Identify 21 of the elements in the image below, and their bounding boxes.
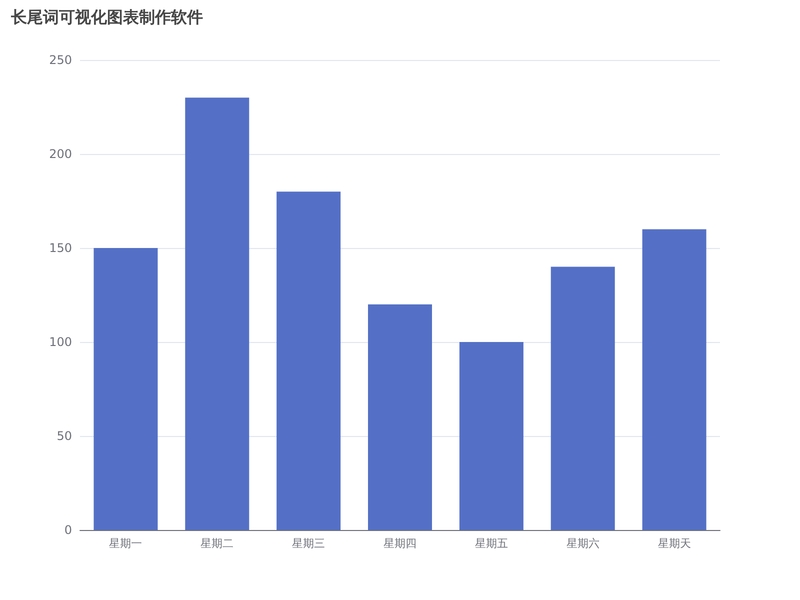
x-tick-label: 星期一 bbox=[109, 537, 142, 550]
y-tick-label: 50 bbox=[56, 429, 72, 443]
x-tick-label: 星期四 bbox=[384, 537, 416, 550]
bar bbox=[276, 192, 341, 530]
chart-title: 长尾词可视化图表制作软件 bbox=[10, 8, 203, 26]
x-tick-label: 星期五 bbox=[474, 537, 508, 550]
y-tick-label: 150 bbox=[49, 241, 72, 255]
x-tick-label: 星期三 bbox=[292, 537, 326, 550]
y-tick-label: 0 bbox=[64, 523, 72, 537]
x-tick-label: 星期二 bbox=[200, 537, 234, 550]
bar bbox=[368, 304, 432, 530]
y-tick-label: 250 bbox=[49, 53, 72, 67]
bar bbox=[459, 342, 524, 530]
bar bbox=[94, 248, 158, 530]
bar bbox=[642, 229, 706, 530]
y-tick-label: 200 bbox=[49, 147, 72, 161]
x-tick-label: 星期天 bbox=[658, 537, 691, 550]
bar bbox=[550, 266, 615, 530]
bar bbox=[185, 98, 250, 530]
y-tick-label: 100 bbox=[49, 335, 72, 349]
x-tick-label: 星期六 bbox=[566, 537, 600, 550]
